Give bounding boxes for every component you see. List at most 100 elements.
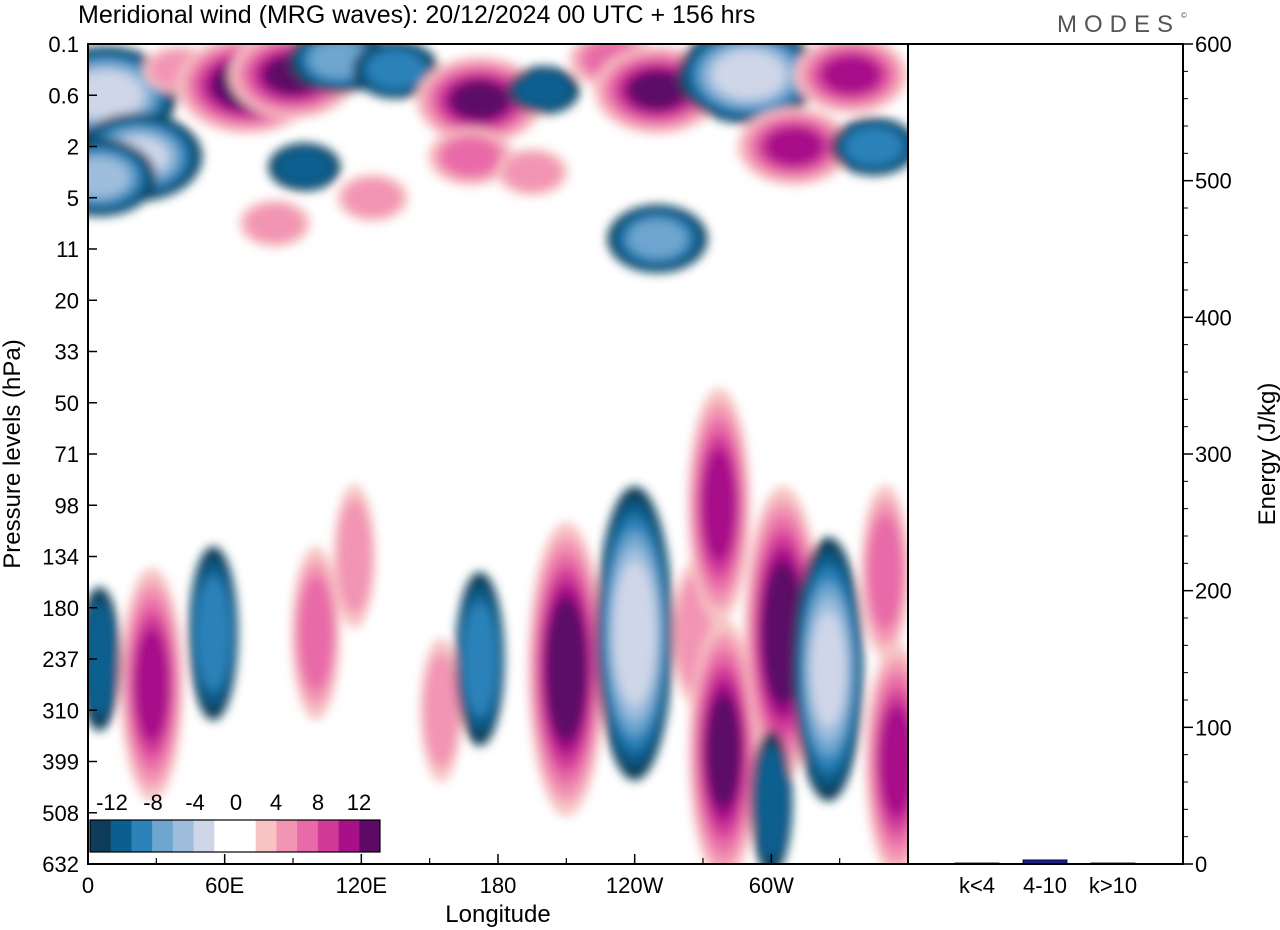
y-tick-label: 98	[55, 493, 79, 518]
heatmap-feature-14-level-7	[719, 55, 778, 94]
heatmap-feature-23-level-2	[88, 602, 117, 716]
colorbar-swatch	[359, 820, 381, 852]
colorbar-swatch	[276, 820, 298, 852]
colorbar-label: -4	[185, 790, 205, 815]
heatmap-feature-13-level-6	[628, 71, 687, 110]
heatmap-feature-7-level-3	[366, 50, 425, 89]
heatmap-feature-0-level-7	[88, 76, 136, 115]
energy-axis-ticks: 0 100 200 300 400 500 600	[1183, 32, 1232, 877]
colorbar-label: 12	[347, 790, 371, 815]
colorbar-swatch	[235, 820, 257, 852]
colorbar	[89, 819, 381, 853]
y-tick-label: 5	[67, 186, 79, 211]
y-tick-label: 508	[42, 801, 79, 826]
heatmap-feature-24-level-3	[195, 576, 231, 691]
heatmap-feature-35-level-6	[810, 612, 846, 727]
colorbar-label: 4	[270, 790, 282, 815]
colorbar-swatch	[297, 820, 319, 852]
colorbar-swatch	[193, 820, 215, 852]
heatmap-feature-37-level-3	[867, 514, 903, 629]
heatmap-feature-19-level-2	[343, 178, 402, 217]
colorbar-swatch	[255, 820, 277, 852]
x-axis-label: Longitude	[445, 901, 550, 928]
heatmap-feature-38-level-2	[753, 745, 789, 860]
chart-title: Meridional wind (MRG waves): 20/12/2024 …	[78, 1, 755, 29]
y-tick-label: 180	[42, 596, 79, 621]
y-tick-label: 2	[67, 135, 79, 160]
heatmap-feature-26-level-2	[337, 499, 372, 614]
colorbar-swatch	[152, 820, 174, 852]
y-tick-label: 399	[42, 750, 79, 775]
x-axis-ticks: 0 60E 120E 180 120W 60W	[82, 854, 841, 898]
y-axis-ticks: 0.1 0.6 2 5 11 20 33 50 71 98 134 180 237 310 399 508 63…	[42, 32, 97, 877]
heatmap-feature-34-level-7	[765, 576, 801, 691]
colorbar-label: -8	[143, 790, 163, 815]
heatmap-field	[88, 44, 908, 864]
colorbar-label: 8	[312, 790, 324, 815]
heatmap-feature-30-level-7	[617, 576, 653, 691]
energy-tick-label: 0	[1195, 852, 1207, 877]
heatmap-panel	[87, 43, 909, 865]
x-tick-label: 120E	[336, 873, 387, 898]
colorbar-swatch	[214, 820, 236, 852]
heatmap-feature-16-level-5	[822, 55, 881, 94]
heatmap-feature-27-level-2	[423, 653, 459, 768]
colorbar-frame	[89, 819, 381, 853]
x-tick-label: 60E	[205, 873, 244, 898]
energy-tick-label: 300	[1195, 442, 1232, 467]
colorbar-swatch	[338, 820, 360, 852]
x-tick-label: 120W	[606, 873, 664, 898]
x-tick-label: 180	[480, 873, 517, 898]
heatmap-feature-25-level-3	[298, 576, 334, 691]
colorbar-swatch	[131, 820, 153, 852]
y-tick-label: 11	[56, 237, 79, 262]
energy-category-label: k<4	[959, 873, 995, 898]
colorbar-swatch	[110, 820, 132, 852]
y-tick-label: 33	[55, 340, 79, 365]
energy-tick-label: 400	[1195, 305, 1232, 330]
energy-tick-label: 500	[1195, 169, 1232, 194]
heatmap-feature-8-level-6	[450, 81, 509, 120]
heatmap-feature-28-level-3	[462, 602, 498, 716]
heatmap-feature-21-level-2	[245, 204, 304, 243]
y-tick-label: 237	[42, 647, 79, 672]
energy-tick-label: 600	[1195, 32, 1232, 57]
y-tick-label: 20	[55, 288, 79, 313]
heatmap-feature-22-level-5	[134, 627, 170, 742]
heatmap-feature-10-level-2	[503, 153, 562, 192]
colorbar-swatch	[317, 820, 339, 852]
heatmap-feature-2-level-5	[88, 158, 129, 197]
y-tick-label: 50	[55, 391, 79, 416]
y-tick-label: 0.6	[48, 83, 79, 108]
colorbar-label: -12	[96, 790, 128, 815]
colorbar-labels: -12 -8 -4 0 4 8 12	[96, 790, 371, 815]
energy-panel: 0 100 200 300 400 500 600 k<4 4-10 k>10 Energy (…	[907, 32, 1280, 898]
heatmap-feature-9-level-3	[441, 137, 500, 176]
energy-category-labels: k<4 4-10 k>10	[959, 873, 1137, 898]
colorbar-swatch	[90, 820, 112, 852]
energy-tick-label: 100	[1195, 715, 1232, 740]
heatmap-feature-18-level-2	[275, 148, 334, 186]
y-tick-label: 632	[42, 852, 79, 877]
heatmap-feature-15-level-5	[765, 127, 824, 166]
heatmap-feature-20-level-4	[628, 219, 687, 258]
x-tick-label: 0	[82, 873, 94, 898]
y-axis-label: Pressure levels (hPa)	[0, 339, 26, 568]
heatmap-feature-17-level-3	[844, 127, 903, 166]
y-tick-label: 134	[42, 545, 79, 570]
brand-mark: ©	[1181, 11, 1187, 20]
y-tick-label: 0.1	[48, 32, 79, 57]
x-tick-label: 60W	[749, 873, 794, 898]
heatmap-feature-11-level-2	[514, 71, 573, 110]
energy-tick-label: 200	[1195, 579, 1232, 604]
heatmap-feature-29-level-7	[548, 612, 584, 727]
energy-axis-label: Energy (J/kg)	[1254, 383, 1280, 526]
y-tick-label: 310	[42, 698, 79, 723]
colorbar-swatch	[172, 820, 194, 852]
heatmap-feature-32-level-5	[701, 448, 737, 563]
y-tick-label: 71	[55, 442, 79, 467]
energy-category-label: k>10	[1089, 873, 1137, 898]
heatmap-feature-33-level-6	[706, 694, 741, 809]
heatmap-feature-36-level-5	[879, 704, 908, 819]
